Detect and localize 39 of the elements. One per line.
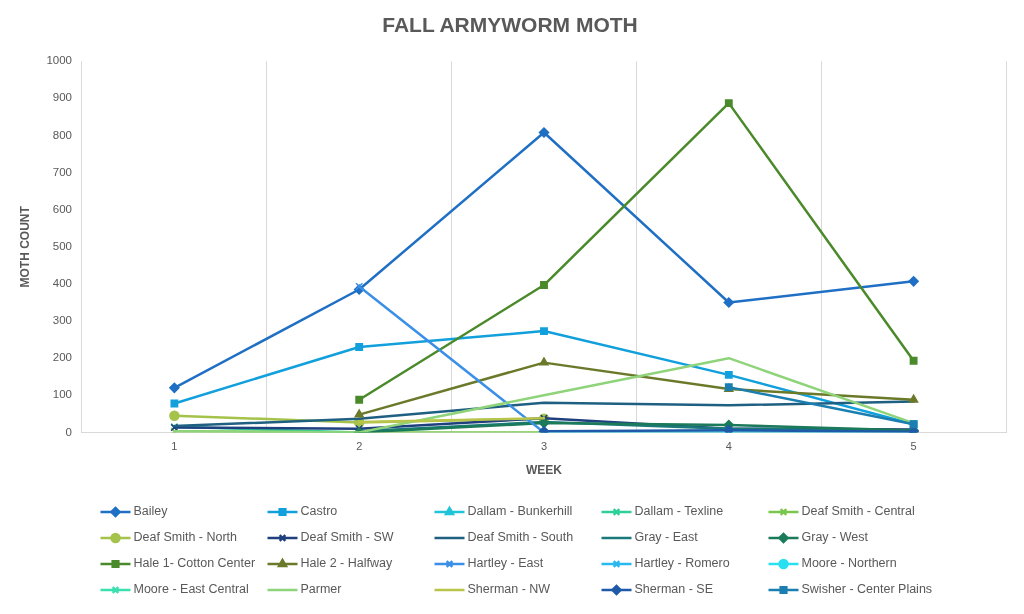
x-tick-label: 2 — [356, 440, 363, 453]
legend-label: Hartley - East — [467, 556, 544, 571]
y-tick-label: 200 — [52, 351, 72, 364]
legend-label: Dallam - Texline — [634, 504, 724, 519]
legend-label: Swisher - Center Plains — [801, 582, 933, 597]
y-tick-label: 100 — [52, 388, 72, 401]
y-tick-label: 500 — [52, 239, 72, 252]
legend-label: Hale 2 - Halfway — [300, 556, 393, 571]
legend-label: Bailey — [133, 504, 169, 519]
legend-label: Castro — [300, 504, 338, 519]
legend-label: Gray - East — [634, 530, 699, 545]
y-tick-label: 600 — [52, 202, 72, 215]
legend-label: Hale 1- Cotton Center — [133, 556, 256, 571]
legend-label: Deaf Smith - Central — [801, 504, 915, 519]
x-tick-label: 3 — [540, 440, 548, 453]
y-tick-label: 1000 — [46, 54, 72, 67]
legend-label: Deaf Smith - North — [133, 530, 238, 545]
x-axis-title: WEEK — [525, 463, 563, 478]
legend-label: Moore - Northern — [801, 556, 897, 571]
y-tick-label: 400 — [52, 277, 72, 290]
x-tick-label: 1 — [171, 440, 178, 453]
x-tick-label: 4 — [725, 440, 732, 453]
legend-label: Deaf Smith - SW — [300, 530, 394, 545]
x-tick-label: 5 — [910, 440, 917, 453]
legend-label: Hartley - Romero — [634, 556, 730, 571]
y-axis-title: MOTH COUNT — [17, 205, 32, 288]
y-tick-label: 900 — [52, 91, 72, 104]
legend-label: Parmer — [300, 582, 342, 597]
legend-label: Dallam - Bunkerhill — [467, 504, 573, 519]
chart-title: FALL ARMYWORM MOTH — [382, 13, 638, 37]
y-tick-label: 300 — [52, 314, 72, 327]
y-tick-label: 700 — [52, 165, 72, 178]
legend-label: Gray - West — [801, 530, 869, 545]
legend-label: Sherman - SE — [634, 582, 714, 597]
legend-label: Sherman - NW — [467, 582, 551, 597]
y-tick-label: 0 — [65, 425, 72, 438]
y-tick-label: 800 — [52, 128, 72, 141]
legend-label: Deaf Smith - South — [467, 530, 574, 545]
legend-label: Moore - East Central — [133, 582, 249, 597]
